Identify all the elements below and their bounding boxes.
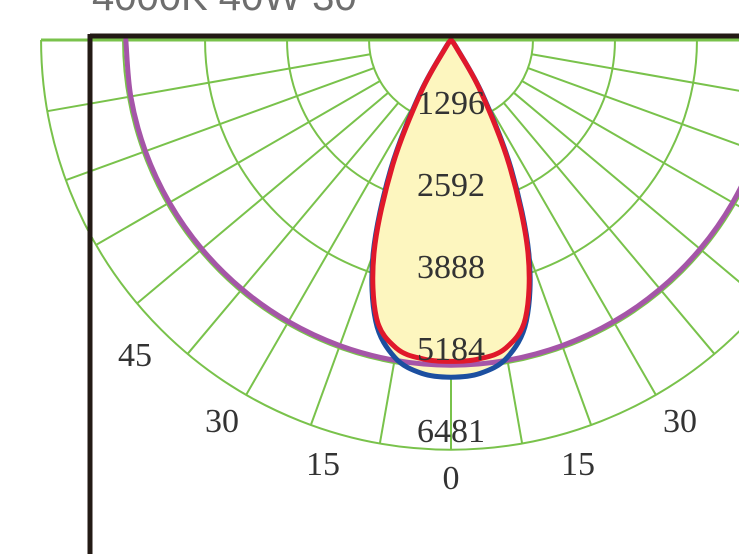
grid-spoke bbox=[136, 91, 389, 305]
radial-tick-label: 5184 bbox=[417, 331, 485, 368]
grid-spoke bbox=[527, 67, 739, 146]
grid-spoke bbox=[245, 110, 411, 396]
angle-label: 30 bbox=[663, 403, 697, 440]
grid-spoke bbox=[186, 102, 400, 355]
grid-spoke bbox=[502, 102, 716, 355]
radial-tick-label: 6481 bbox=[417, 413, 485, 450]
radial-tick-label: 2592 bbox=[417, 167, 485, 204]
series-curves bbox=[123, 37, 739, 380]
grid-spoke bbox=[531, 53, 739, 92]
grid-spoke bbox=[513, 91, 739, 283]
angle-label: 45 bbox=[118, 337, 152, 374]
angle-label: 15 bbox=[306, 446, 340, 483]
chart-frame bbox=[87, 33, 739, 554]
grid-spoke bbox=[491, 110, 657, 396]
angle-label: 0 bbox=[443, 460, 460, 497]
series-purple-curve bbox=[123, 37, 739, 368]
angle-label: 30 bbox=[205, 403, 239, 440]
chart-title: 4000K 40W 30° bbox=[92, 0, 373, 19]
radial-tick-label: 3888 bbox=[417, 249, 485, 286]
beam-area bbox=[371, 40, 531, 378]
series-red-curve bbox=[370, 37, 532, 364]
grid-spoke bbox=[47, 53, 371, 113]
beam-fill bbox=[371, 40, 531, 378]
chart-labels: 1296 2592 3888 5184 6481 45 30 15 0 15 30 bbox=[118, 85, 697, 497]
grid-spoke bbox=[521, 80, 739, 208]
grid-spoke bbox=[65, 67, 375, 182]
grid-spoke bbox=[95, 80, 381, 246]
radial-tick-label: 1296 bbox=[417, 85, 485, 122]
angle-label: 15 bbox=[561, 446, 595, 483]
